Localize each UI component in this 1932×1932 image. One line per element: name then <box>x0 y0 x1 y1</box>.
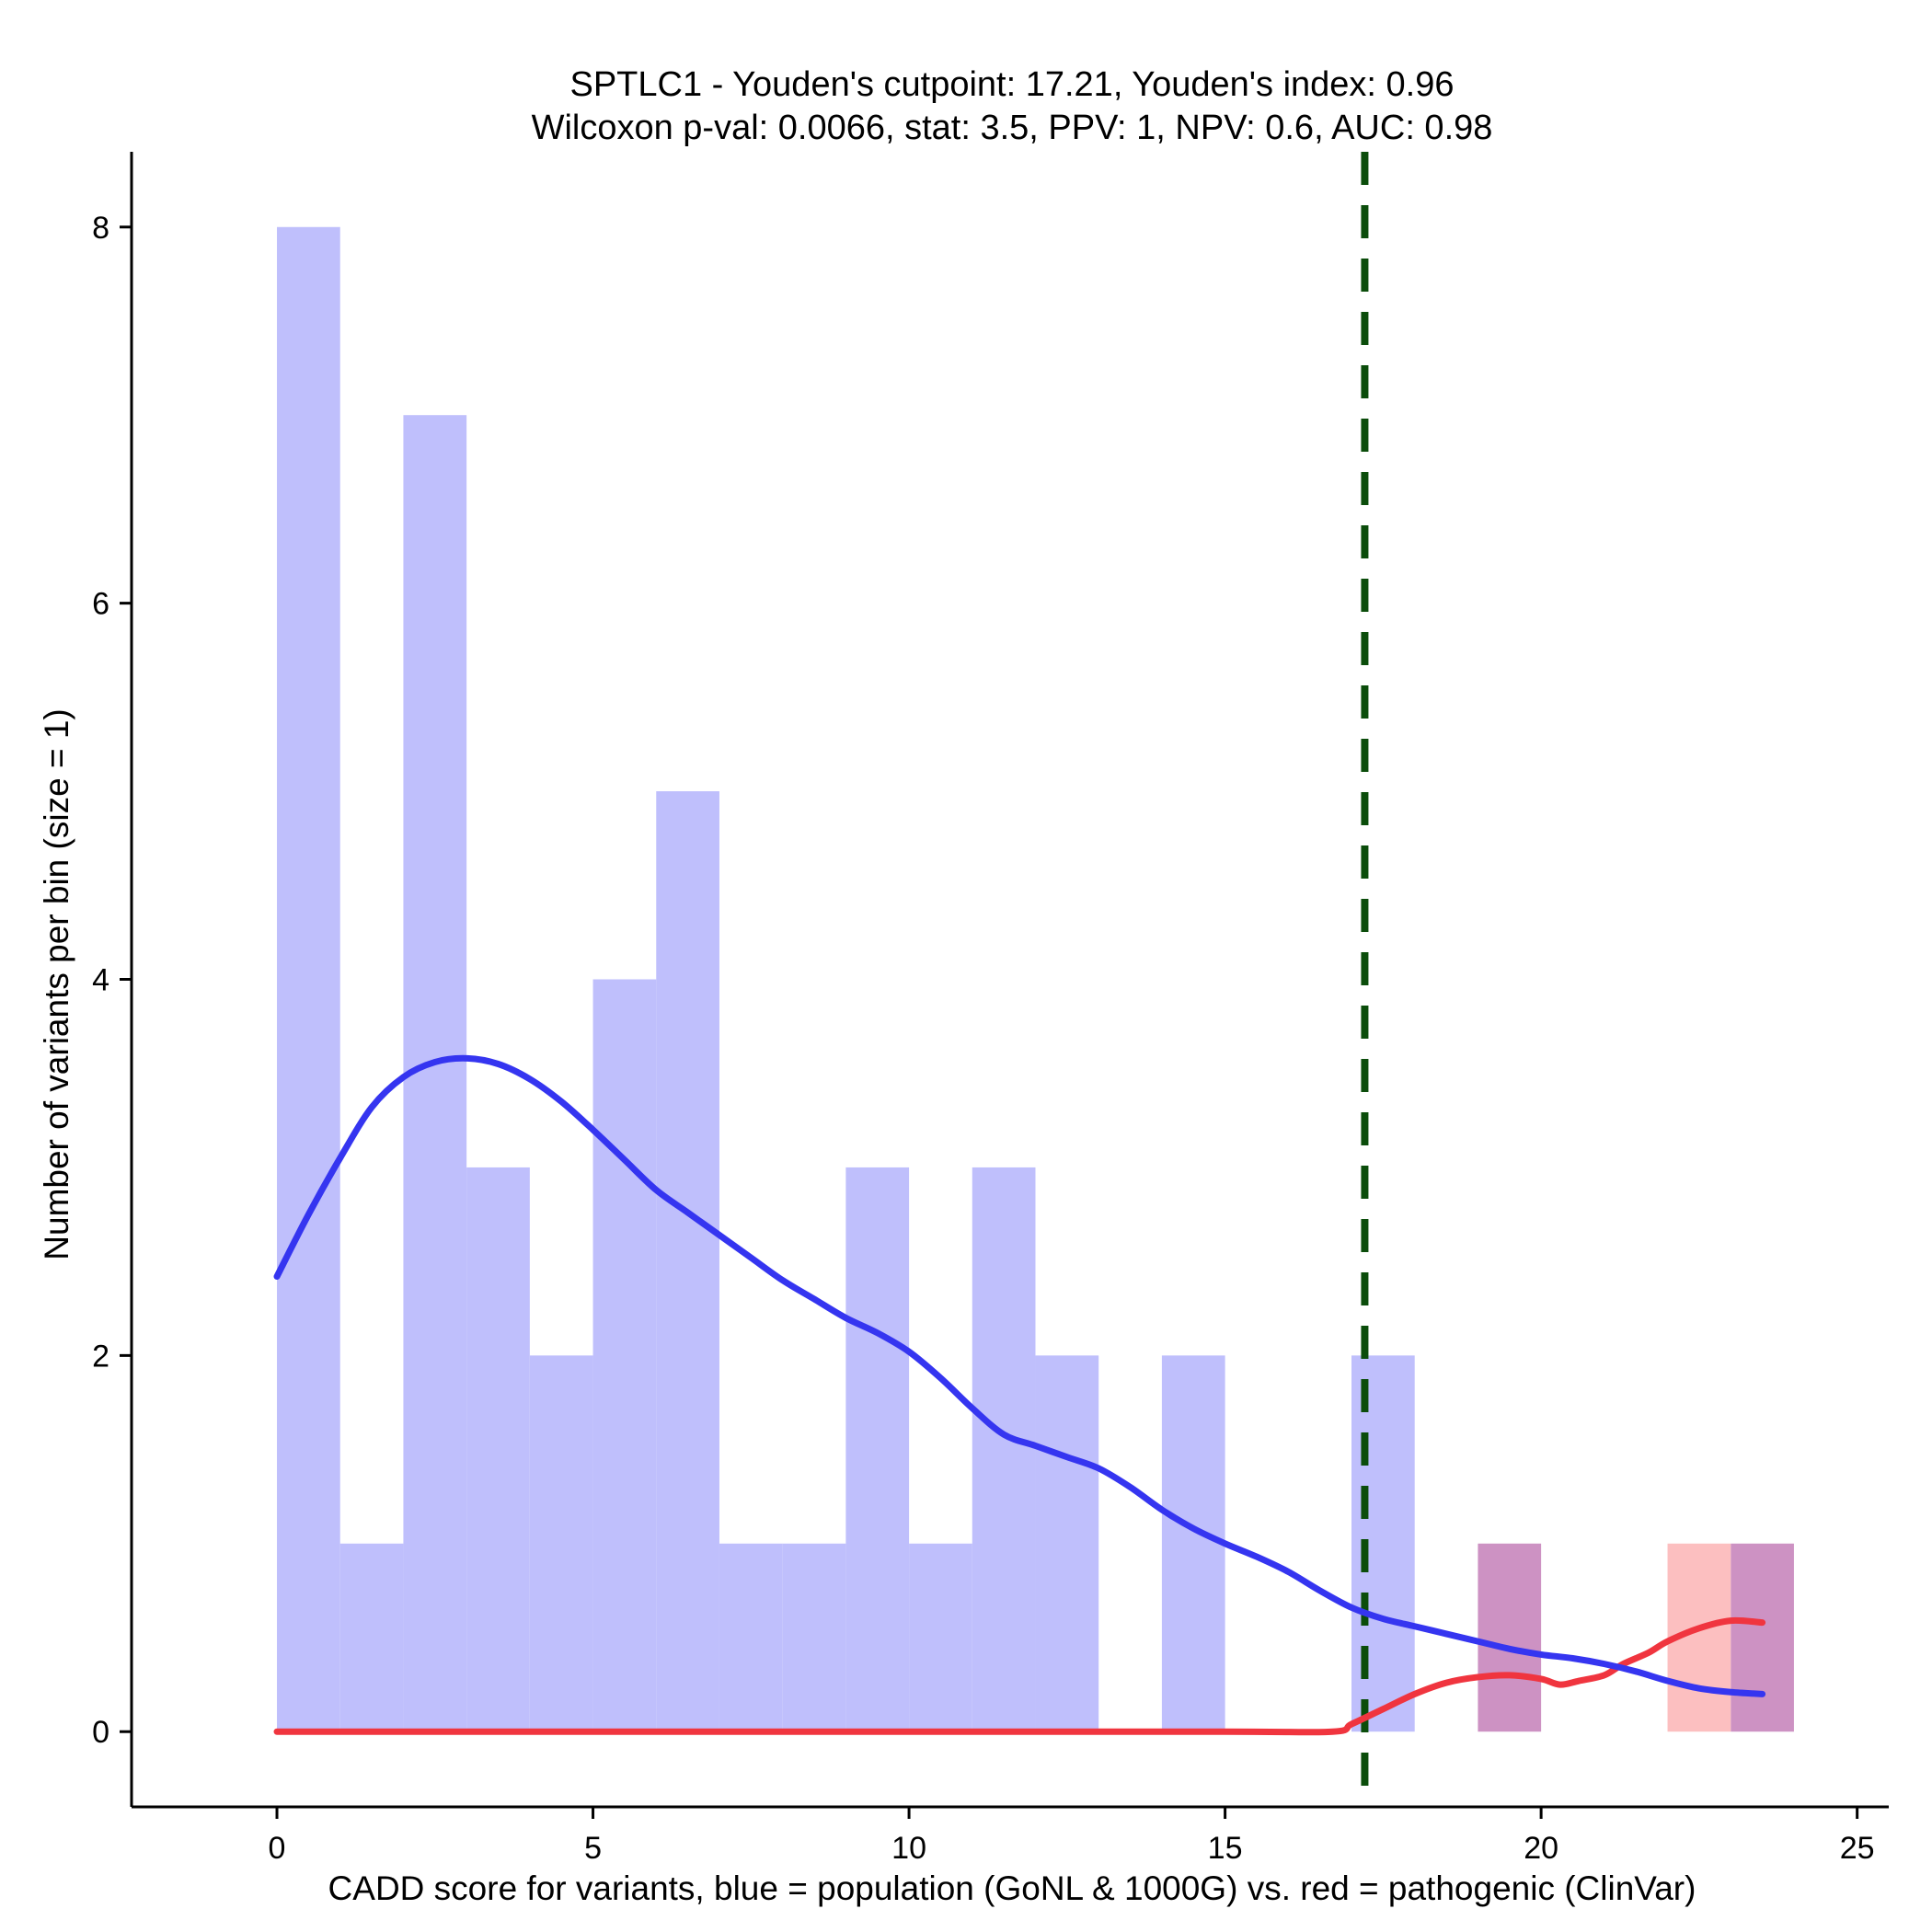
population-bar-4 <box>529 1355 593 1732</box>
x-tick-label-15: 15 <box>1208 1831 1243 1866</box>
population-bar-9 <box>845 1167 910 1732</box>
population-bar-1 <box>339 1543 404 1732</box>
y-tick-label-8: 8 <box>92 211 109 246</box>
population-density-line <box>273 1054 1766 1697</box>
y-tick-label-4: 4 <box>92 963 109 998</box>
population-bars <box>277 226 1794 1732</box>
population-bar-12 <box>1035 1355 1099 1732</box>
population-bar-19 <box>1478 1543 1542 1732</box>
density-lines <box>273 1054 1766 1736</box>
population-bar-11 <box>972 1167 1036 1732</box>
population-bar-7 <box>719 1543 783 1732</box>
y-axis-label: Number of variants per bin (size = 1) <box>38 708 75 1259</box>
x-tick-label-20: 20 <box>1524 1831 1558 1866</box>
x-tick-label-5: 5 <box>584 1831 602 1866</box>
y-tick-label-6: 6 <box>92 587 109 622</box>
x-tick-label-25: 25 <box>1840 1831 1875 1866</box>
y-tick-label-2: 2 <box>92 1339 109 1374</box>
population-bar-5 <box>592 979 657 1732</box>
population-bar-10 <box>909 1543 972 1732</box>
population-bar-0 <box>277 226 340 1732</box>
x-tick-label-10: 10 <box>891 1831 926 1866</box>
pathogenic-density-line <box>273 1616 1766 1736</box>
population-bar-3 <box>466 1167 530 1732</box>
population-bar-23 <box>1731 1543 1794 1732</box>
population-bar-6 <box>656 791 719 1732</box>
chart-title-line-2: Wilcoxon p-val: 0.0066, stat: 3.5, PPV: … <box>532 109 1493 147</box>
axes: 0 5 10 15 20 25 0 2 4 6 8 <box>92 152 1889 1866</box>
x-tick-label-0: 0 <box>269 1831 286 1866</box>
x-axis-label: CADD score for variants, blue = populati… <box>328 1869 1696 1907</box>
population-bar-8 <box>782 1543 846 1732</box>
y-tick-label-0: 0 <box>92 1715 109 1750</box>
population-bar-17 <box>1351 1355 1415 1732</box>
population-bar-14 <box>1161 1355 1225 1732</box>
chart-title-line-1: SPTLC1 - Youden's cutpoint: 17.21, Youde… <box>569 65 1454 104</box>
